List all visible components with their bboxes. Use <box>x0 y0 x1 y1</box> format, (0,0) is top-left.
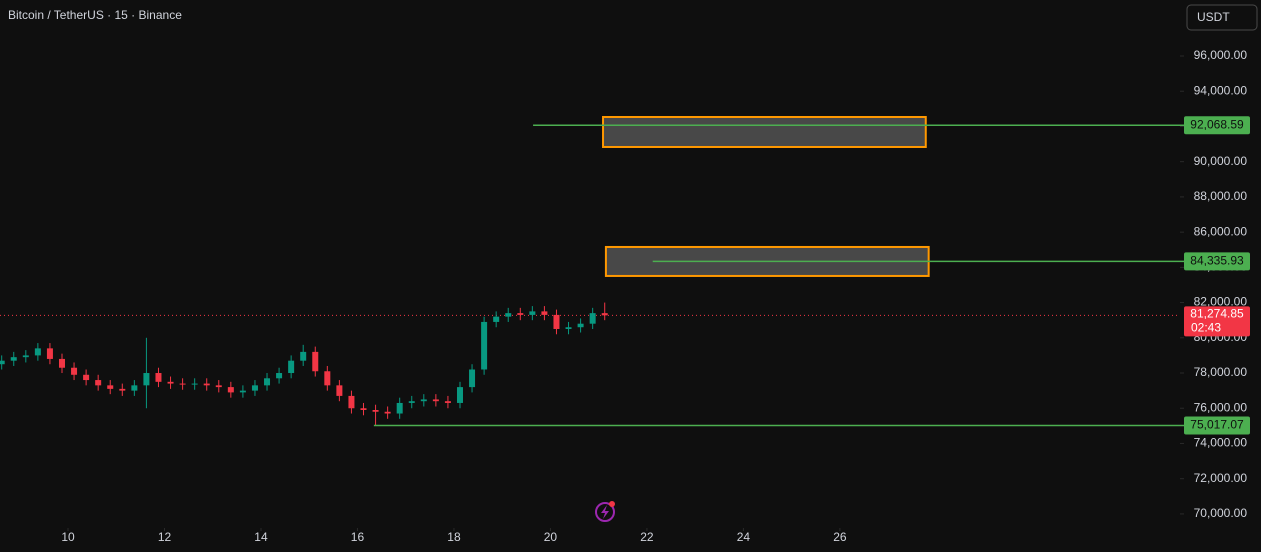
y-tick-label: 86,000.00 <box>1194 224 1248 238</box>
candle-body <box>601 313 608 316</box>
candle-body <box>0 360 5 365</box>
candle-body <box>408 401 415 403</box>
candle-body <box>288 360 295 374</box>
candle-body <box>360 408 367 411</box>
candle-body <box>324 371 331 386</box>
candle-body <box>481 321 488 370</box>
candle-body <box>34 348 41 356</box>
candle-body <box>227 387 234 393</box>
y-tick-label: 76,000.00 <box>1194 400 1248 414</box>
candle-body <box>10 357 17 361</box>
candle-body <box>348 395 355 409</box>
alert-icon[interactable] <box>595 501 615 522</box>
x-tick-label: 12 <box>158 530 172 544</box>
candle-body <box>58 358 65 368</box>
candle-body <box>444 401 451 403</box>
candle-body <box>517 313 524 315</box>
level-label: 84,335.93 <box>1190 254 1244 268</box>
level-label: 92,068.59 <box>1190 117 1244 131</box>
y-tick-label: 96,000.00 <box>1194 48 1248 62</box>
candle-body <box>191 383 198 385</box>
candle-body <box>589 313 596 324</box>
candle-body <box>372 410 379 412</box>
candle-body <box>107 385 114 389</box>
candle-body <box>541 311 548 315</box>
candle-body <box>300 351 307 361</box>
candle-body <box>264 378 271 386</box>
candle-body <box>215 385 222 388</box>
y-tick-label: 82,000.00 <box>1194 295 1248 309</box>
icon-ring[interactable] <box>595 502 615 522</box>
candle-body <box>179 383 186 385</box>
last-price-bg <box>1184 306 1250 337</box>
candle-body <box>577 323 584 328</box>
x-tick-label: 18 <box>447 530 461 544</box>
level-label-bg <box>1184 416 1250 435</box>
candle-body <box>71 367 78 375</box>
candle-body <box>83 374 90 381</box>
y-tick-label: 74,000.00 <box>1194 436 1248 450</box>
level-label-bg <box>1184 116 1250 135</box>
candle-body <box>553 314 560 329</box>
candle-body <box>456 387 463 403</box>
zone-box <box>602 115 927 148</box>
candle-body <box>131 385 138 391</box>
candle-body <box>119 388 126 391</box>
candle-body <box>469 369 476 388</box>
candle-body <box>384 411 391 414</box>
y-tick-label: 90,000.00 <box>1194 154 1248 168</box>
candle-body <box>167 381 174 384</box>
level-label-bg <box>1184 252 1250 271</box>
icon-bolt[interactable] <box>601 505 609 519</box>
x-tick-label: 10 <box>61 530 75 544</box>
candle-body <box>239 390 246 393</box>
candle-body <box>432 399 439 402</box>
candle-body <box>529 311 536 315</box>
candle-body <box>155 373 162 382</box>
candle-body <box>493 316 500 322</box>
x-tick-label: 22 <box>640 530 654 544</box>
candle-body <box>276 373 283 379</box>
icon-dot[interactable] <box>609 501 615 507</box>
y-tick-label: 94,000.00 <box>1194 83 1248 97</box>
candle-body <box>22 355 29 358</box>
x-tick-label: 16 <box>351 530 365 544</box>
candle-body <box>505 313 512 317</box>
y-tick-label: 72,000.00 <box>1194 471 1248 485</box>
candle-body <box>251 385 258 391</box>
candle-body <box>46 348 53 359</box>
last-price-label: 81,274.85 <box>1190 307 1244 321</box>
x-tick-label: 26 <box>833 530 847 544</box>
candle-body <box>396 402 403 414</box>
x-tick-label: 24 <box>737 530 751 544</box>
candle-body <box>95 380 102 386</box>
currency-button[interactable] <box>1186 4 1258 31</box>
x-tick-label: 20 <box>544 530 558 544</box>
candle-body <box>336 385 343 396</box>
level-label: 75,017.07 <box>1190 418 1244 432</box>
currency-label[interactable]: USDT <box>1197 10 1230 24</box>
countdown-label: 02:43 <box>1191 321 1221 335</box>
x-tick-label: 14 <box>254 530 268 544</box>
candle-body <box>203 383 210 386</box>
y-tick-label: 70,000.00 <box>1194 506 1248 520</box>
y-tick-label: 78,000.00 <box>1194 365 1248 379</box>
chart-title: Bitcoin / TetherUS · 15 · Binance <box>8 8 182 22</box>
candle-body <box>312 351 319 372</box>
candle-body <box>143 373 150 386</box>
candle-body <box>420 399 427 402</box>
y-tick-label: 88,000.00 <box>1194 189 1248 203</box>
candle-body <box>565 327 572 329</box>
